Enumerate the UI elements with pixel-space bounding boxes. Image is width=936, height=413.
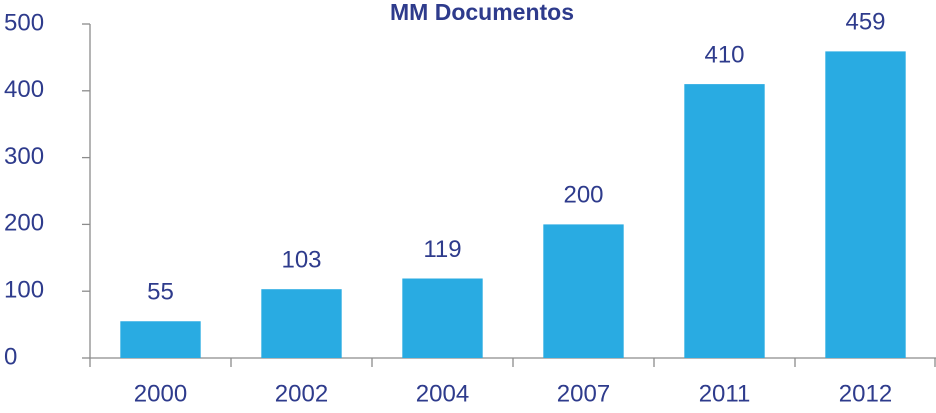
bar <box>825 51 906 358</box>
bar <box>684 84 765 359</box>
data-label: 103 <box>281 247 321 274</box>
data-label: 200 <box>563 182 603 209</box>
y-tick-label: 500 <box>4 9 44 36</box>
x-tick-label: 2000 <box>134 380 187 407</box>
data-label: 459 <box>845 9 885 36</box>
y-tick-label: 200 <box>4 210 44 237</box>
bar <box>120 321 201 358</box>
x-tick-label: 2011 <box>699 380 751 407</box>
bar <box>543 224 624 358</box>
x-tick-label: 2002 <box>275 380 328 407</box>
bar <box>261 289 342 358</box>
y-tick-label: 100 <box>4 277 44 304</box>
y-tick-label: 0 <box>4 343 17 370</box>
x-tick-label: 2004 <box>416 380 469 407</box>
bar <box>402 278 483 358</box>
data-label: 119 <box>423 236 461 263</box>
x-tick-label: 2007 <box>557 380 610 407</box>
y-tick-label: 400 <box>4 76 44 103</box>
data-label: 55 <box>147 279 174 306</box>
chart-title: MM Documentos <box>390 0 574 25</box>
y-tick-label: 300 <box>4 143 44 170</box>
x-tick-label: 2012 <box>839 380 892 407</box>
data-label: 410 <box>704 41 744 68</box>
